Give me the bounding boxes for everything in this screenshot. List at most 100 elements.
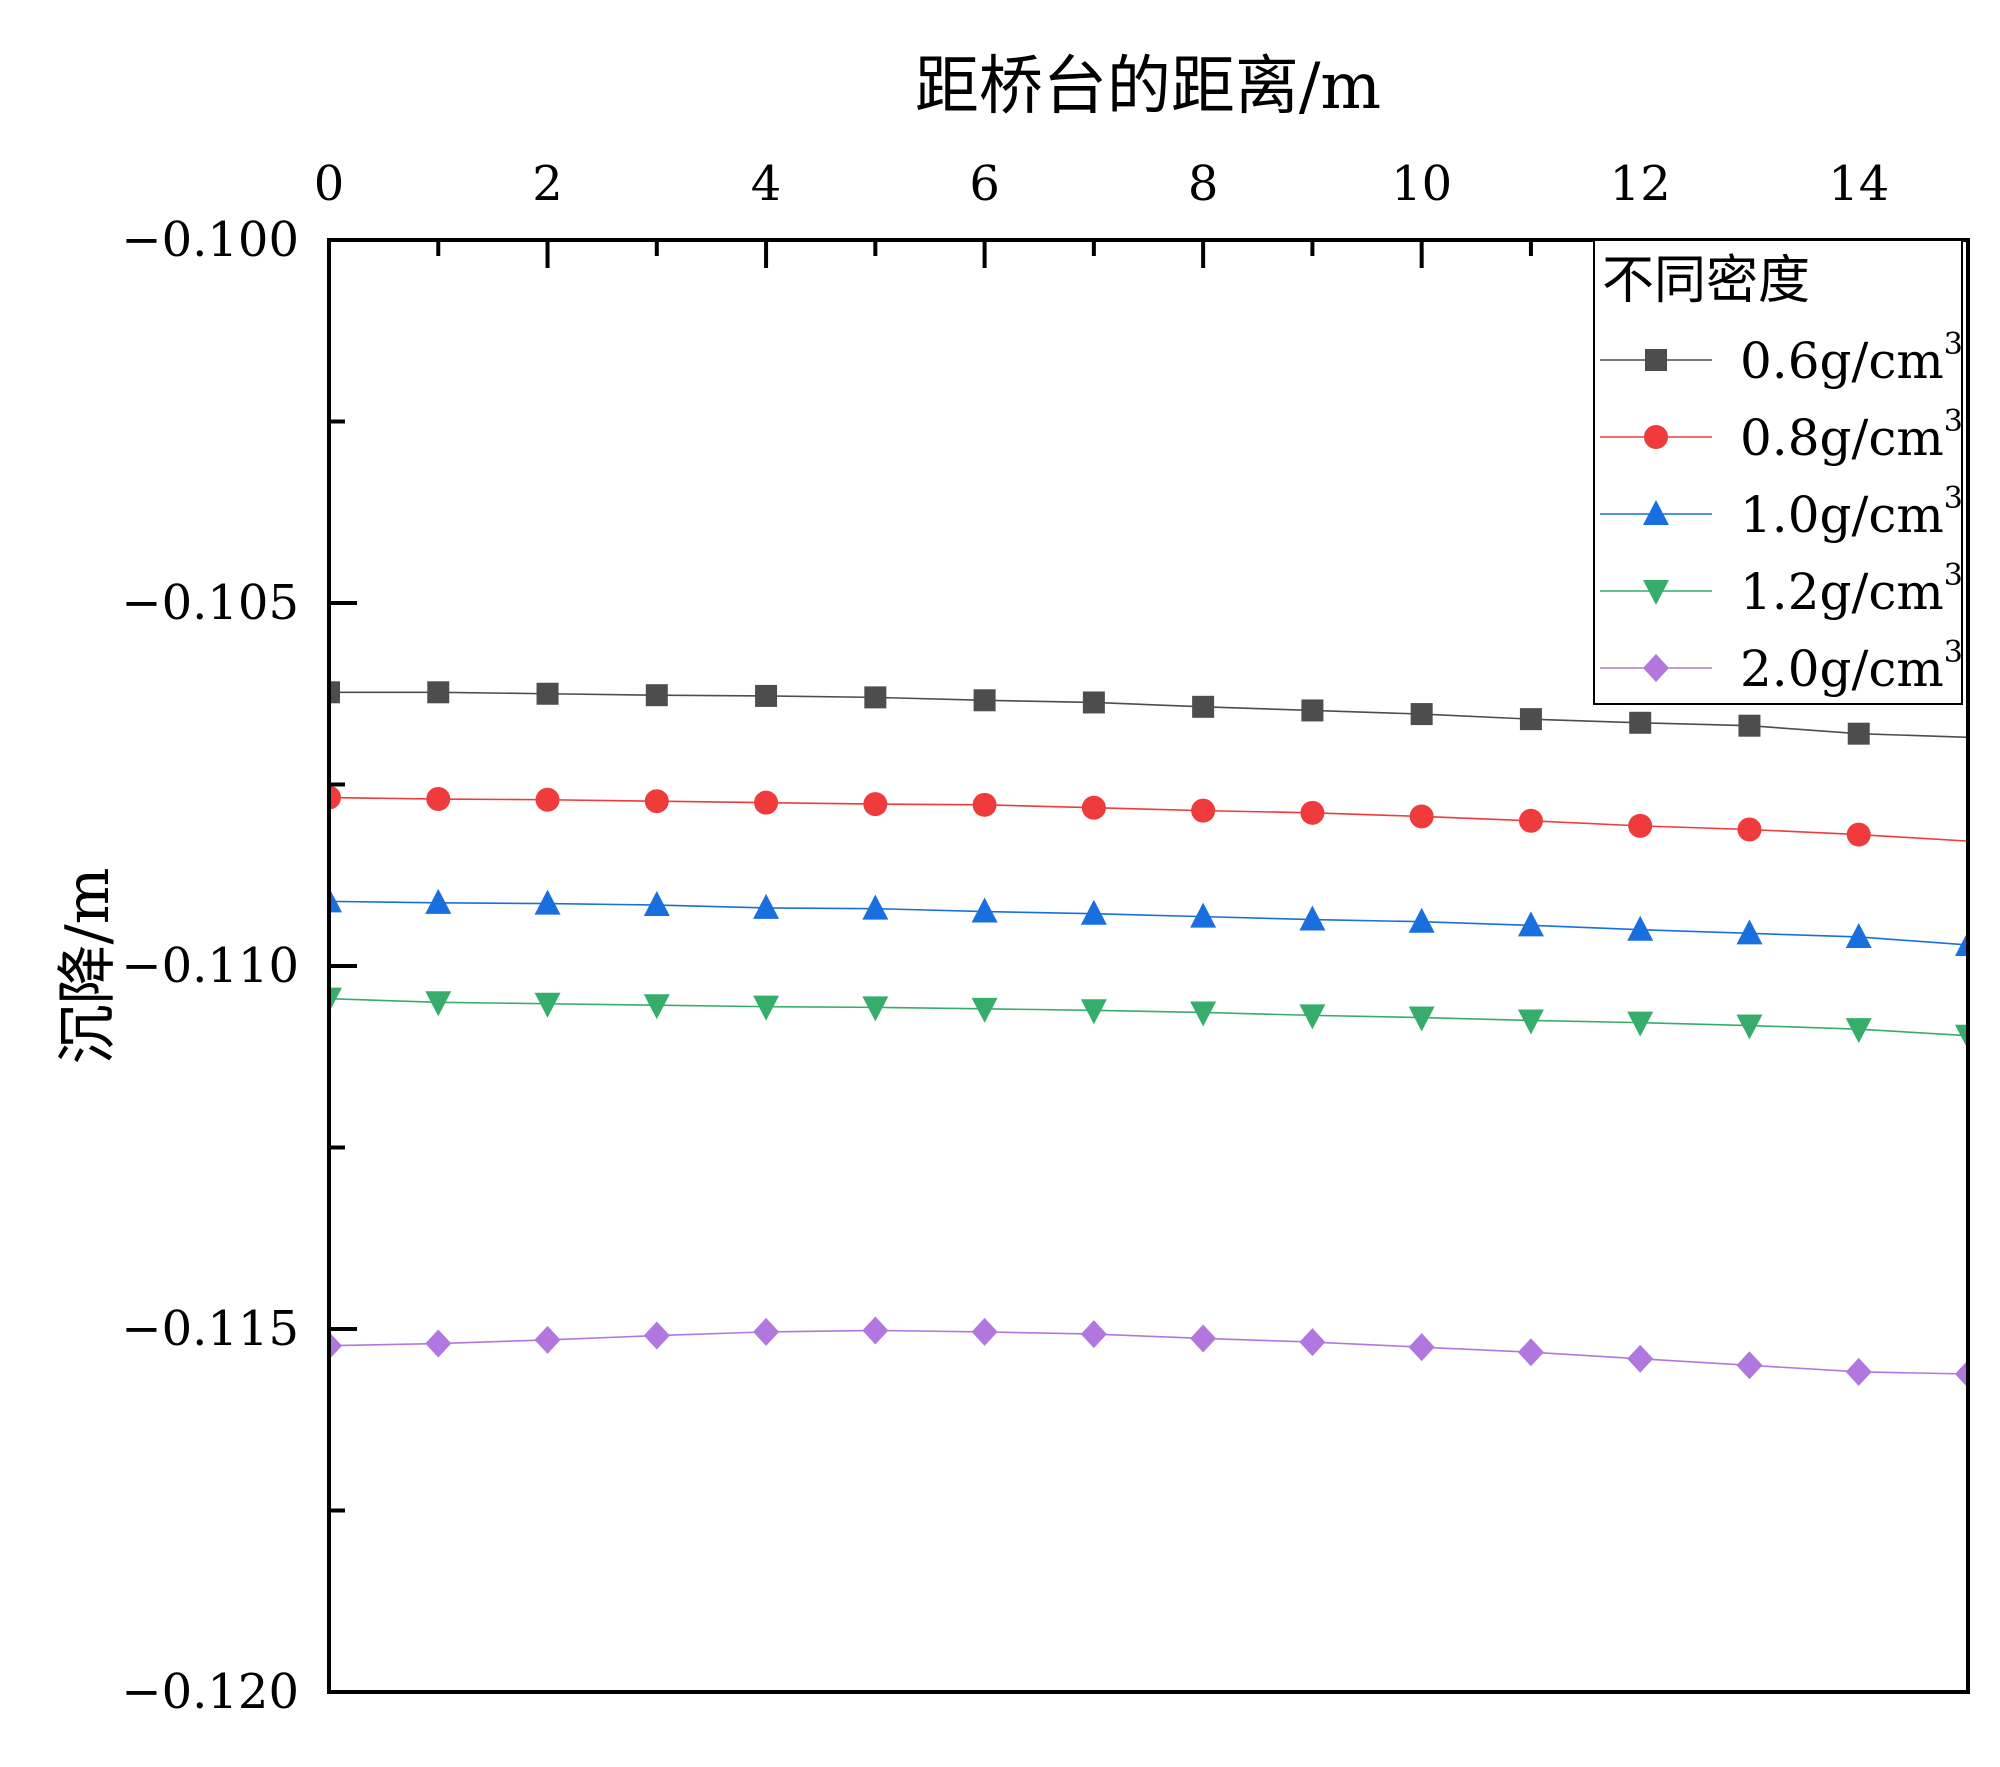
data-point-triangle-up	[1845, 922, 1872, 948]
data-point-circle	[1846, 822, 1871, 847]
y-axis-label: 沉降/m	[53, 867, 123, 1064]
series-0	[329, 681, 1968, 745]
data-point-diamond	[643, 1321, 670, 1350]
data-point-triangle-up	[753, 893, 780, 919]
x-tick-label: 2	[532, 156, 563, 212]
x-tick-label: 10	[1391, 156, 1452, 212]
data-point-triangle-up	[1627, 915, 1654, 941]
data-point-diamond	[753, 1317, 780, 1346]
legend: 不同密度 0.6g/cm3 0.8g/cm3 1.0g/cm3 1.2g/cm3 2.0…	[1593, 239, 1963, 705]
legend-marker-diamond	[1643, 654, 1669, 682]
legend-label: 1.2g/cm3	[1740, 558, 1963, 621]
data-point-triangle-down	[425, 991, 452, 1017]
data-point-square	[427, 681, 450, 704]
data-point-diamond	[1627, 1344, 1654, 1373]
x-tick-label: 0	[314, 156, 345, 212]
data-point-circle	[1081, 795, 1106, 820]
data-point-diamond	[1845, 1357, 1872, 1386]
data-point-square	[755, 684, 778, 707]
y-tick-label: −0.100	[121, 212, 299, 268]
x-tick-label: 6	[969, 156, 1000, 212]
data-point-triangle-up	[1080, 899, 1107, 925]
data-point-circle	[863, 792, 888, 817]
legend-label: 1.0g/cm3	[1740, 481, 1963, 544]
legend-box	[1593, 239, 1963, 705]
x-tick-label: 14	[1828, 156, 1889, 212]
data-point-circle	[426, 787, 451, 812]
legend-marker-circle	[1644, 425, 1668, 449]
data-point-triangle-up	[1299, 905, 1326, 931]
data-point-triangle-up	[1955, 930, 1968, 956]
legend-item: 2.0g/cm3	[1600, 635, 1963, 698]
data-point-circle	[1300, 800, 1325, 825]
data-point-diamond	[1080, 1320, 1107, 1349]
series-line	[329, 997, 1968, 1037]
data-point-triangle-down	[1190, 1001, 1217, 1027]
data-point-diamond	[329, 1331, 342, 1360]
series-line	[329, 691, 1968, 739]
legend-label: 0.6g/cm3	[1740, 327, 1963, 390]
data-point-triangle-down	[329, 987, 342, 1013]
data-point-diamond	[1408, 1333, 1435, 1362]
data-point-diamond	[1955, 1360, 1968, 1389]
x-tick-label: 8	[1188, 156, 1219, 212]
data-point-diamond	[1517, 1338, 1544, 1367]
y-tick-label: −0.115	[121, 1301, 299, 1357]
data-point-circle	[1628, 813, 1653, 838]
data-point-triangle-up	[329, 887, 342, 913]
legend-label: 0.8g/cm3	[1740, 404, 1963, 467]
data-point-square	[1082, 691, 1105, 714]
data-point-diamond	[1299, 1328, 1326, 1357]
data-point-triangle-up	[1736, 919, 1763, 945]
data-point-diamond	[1190, 1324, 1217, 1353]
data-point-triangle-up	[862, 894, 889, 920]
data-point-triangle-down	[753, 995, 780, 1021]
data-point-square	[1519, 708, 1542, 731]
data-point-triangle-up	[1408, 907, 1435, 933]
data-point-square	[1410, 703, 1433, 726]
series-line	[329, 796, 1968, 842]
data-point-triangle-down	[1845, 1018, 1872, 1044]
data-point-square	[1192, 695, 1215, 718]
data-point-diamond	[425, 1329, 452, 1358]
data-point-circle	[535, 787, 560, 812]
data-point-square	[536, 682, 559, 705]
series-4	[329, 1316, 1968, 1389]
y-tick-label: −0.110	[121, 938, 299, 994]
data-point-triangle-down	[1955, 1024, 1968, 1050]
data-point-circle	[972, 792, 997, 817]
data-point-diamond	[534, 1325, 561, 1354]
data-point-triangle-up	[971, 897, 998, 923]
series-line	[329, 1329, 1968, 1375]
data-point-circle	[1737, 817, 1762, 842]
data-point-triangle-up	[643, 891, 670, 917]
data-point-circle	[329, 785, 341, 810]
data-point-triangle-down	[1408, 1006, 1435, 1032]
legend-marker-triangle-up	[1643, 500, 1669, 525]
y-tick-label: −0.105	[121, 575, 299, 631]
data-point-diamond	[862, 1316, 889, 1345]
data-point-square	[1847, 722, 1870, 745]
data-point-triangle-down	[1736, 1014, 1763, 1040]
legend-item: 1.2g/cm3	[1600, 558, 1963, 621]
y-tick-label: −0.120	[121, 1664, 299, 1720]
data-point-square	[645, 684, 668, 707]
legend-item: 0.8g/cm3	[1600, 404, 1963, 467]
data-point-circle	[1518, 808, 1543, 833]
data-point-circle	[1409, 804, 1434, 829]
data-point-square	[1301, 699, 1324, 722]
data-point-square	[973, 689, 996, 712]
series-2	[329, 887, 1968, 956]
series-line	[329, 900, 1968, 946]
legend-marker-square	[1645, 349, 1667, 371]
data-point-triangle-up	[1190, 902, 1217, 928]
data-point-triangle-down	[1299, 1004, 1326, 1030]
series-1	[329, 785, 1968, 847]
data-point-square	[864, 686, 887, 709]
data-point-circle	[1191, 798, 1216, 823]
data-point-triangle-up	[425, 888, 452, 914]
data-point-triangle-down	[1517, 1009, 1544, 1035]
data-point-square	[1629, 711, 1652, 734]
data-point-diamond	[1736, 1351, 1763, 1380]
